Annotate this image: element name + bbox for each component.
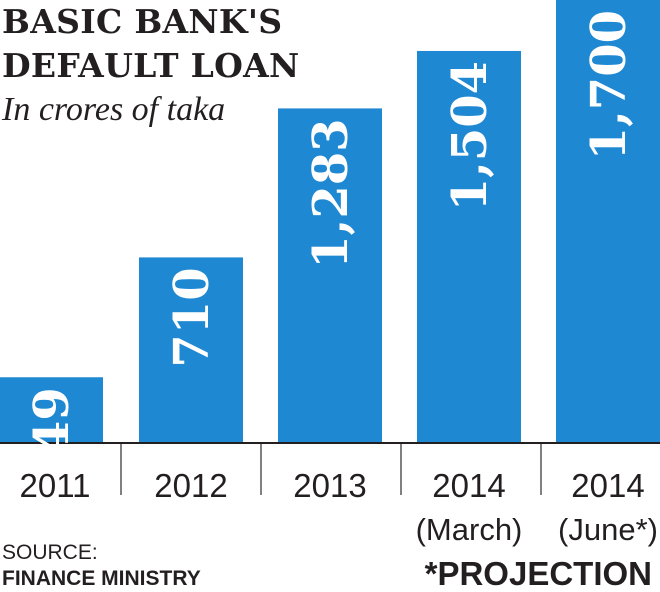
chart-title-line-1: BASIC BANK'S	[2, 2, 283, 41]
category-label: 2014	[571, 467, 644, 504]
source-label: SOURCE:	[2, 541, 98, 564]
chart-title: BASIC BANK'S DEFAULT LOAN	[2, 0, 300, 88]
chart-subtitle: In crores of taka	[2, 91, 226, 128]
bar	[417, 50, 521, 443]
bar-value-label: 1,283	[303, 118, 359, 268]
bar	[556, 0, 660, 442]
category-label: 2014	[432, 467, 505, 504]
source-note: SOURCE: FINANCE MINISTRY	[2, 540, 201, 592]
bar-value-label: 249	[24, 387, 80, 487]
bar-value-label: 1,504	[442, 61, 498, 211]
category-label: 2011	[20, 467, 91, 504]
chart-title-line-2: DEFAULT LOAN	[2, 46, 300, 85]
bar	[139, 257, 243, 442]
bar-value-label: 1,700	[581, 10, 637, 160]
bar	[278, 108, 382, 443]
category-sublabel: (March)	[416, 512, 523, 547]
bar	[0, 377, 103, 442]
category-sublabel: (June*)	[558, 512, 658, 547]
bar-value-label: 710	[164, 267, 220, 367]
projection-footnote: *PROJECTION	[424, 555, 652, 592]
category-label: 2012	[154, 467, 227, 504]
source-name: FINANCE MINISTRY	[2, 567, 201, 590]
category-label: 2013	[293, 467, 366, 504]
